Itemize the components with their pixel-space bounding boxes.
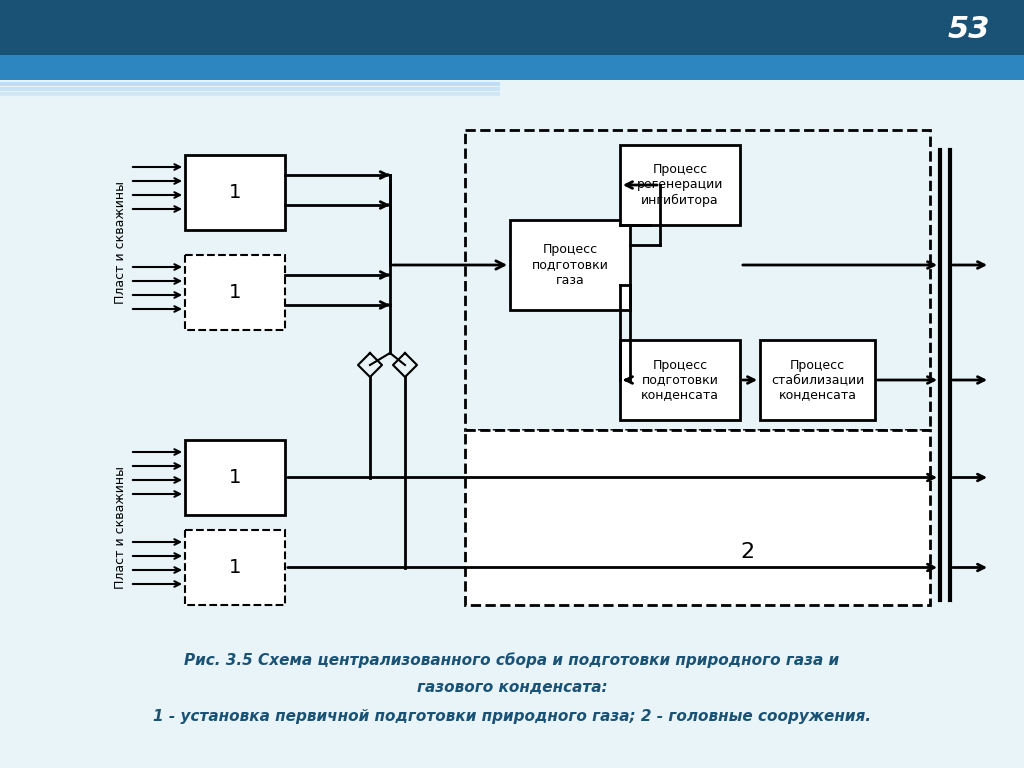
Bar (510, 220, 630, 310)
Bar (185, 530, 285, 605)
Text: Пласт и скважины: Пласт и скважины (114, 181, 127, 304)
Text: Пласт и скважины: Пласт и скважины (114, 466, 127, 589)
Text: Процесс
стабилизации
конденсата: Процесс стабилизации конденсата (771, 359, 864, 402)
Bar (0, 87, 500, 91)
Text: 1: 1 (228, 283, 242, 302)
Text: газового конденсата:: газового конденсата: (417, 680, 607, 696)
Bar (185, 155, 285, 230)
Bar (465, 130, 930, 430)
Text: 1 - установка первичной подготовки природного газа; 2 - головные сооружения.: 1 - установка первичной подготовки приро… (153, 709, 871, 723)
Text: Процесс
регенерации
ингибитора: Процесс регенерации ингибитора (637, 164, 723, 207)
Bar (0, 0, 1024, 55)
Bar (185, 255, 285, 330)
Bar (760, 340, 874, 420)
Bar (620, 145, 740, 225)
Text: 1: 1 (228, 468, 242, 487)
Text: 53: 53 (947, 15, 990, 45)
Text: 2: 2 (740, 542, 755, 562)
Bar (0, 82, 500, 86)
Bar (465, 430, 930, 605)
Bar (0, 55, 1024, 80)
Text: Процесс
подготовки
конденсата: Процесс подготовки конденсата (641, 359, 719, 402)
Text: Процесс
подготовки
газа: Процесс подготовки газа (531, 243, 608, 286)
Bar (0, 92, 500, 96)
Bar (620, 340, 740, 420)
Bar (185, 440, 285, 515)
Text: 1: 1 (228, 183, 242, 202)
Text: 1: 1 (228, 558, 242, 577)
Text: Рис. 3.5 Схема централизованного сбора и подготовки природного газа и: Рис. 3.5 Схема централизованного сбора и… (184, 652, 840, 668)
